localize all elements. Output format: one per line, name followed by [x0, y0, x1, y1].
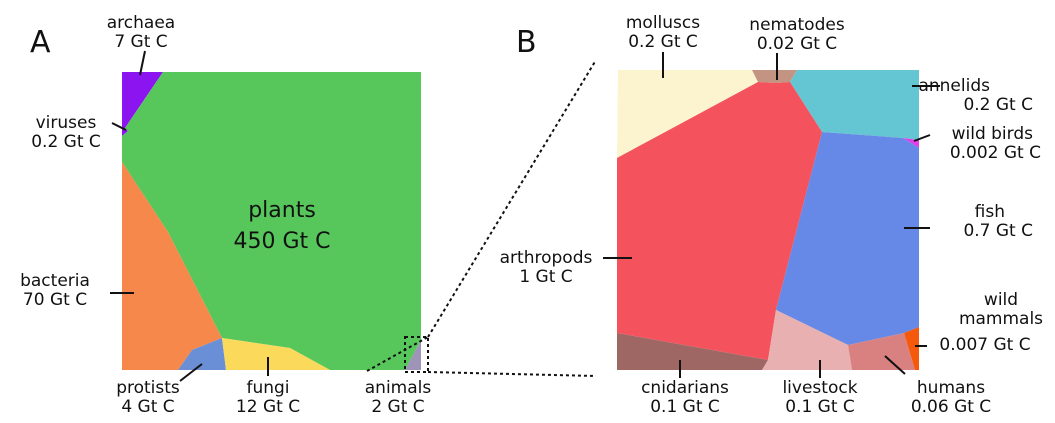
wild-mammals-value-label: 0.007 Gt C: [939, 335, 1030, 355]
fish-value-label: 0.7 Gt C: [963, 221, 1033, 241]
archaea-name-label: archaea: [107, 13, 175, 33]
panel-a-letter: A: [30, 25, 51, 60]
animals-name-label: animals: [365, 378, 432, 398]
molluscs-name-label: molluscs: [626, 13, 700, 33]
animals-zoom-box: [404, 336, 429, 373]
livestock-value-label: 0.1 Gt C: [785, 397, 855, 417]
arthropods-name-label: arthropods: [500, 248, 593, 268]
animals-value-label: 2 Gt C: [371, 397, 424, 417]
humans-leader: [884, 355, 906, 375]
region-archaea: [122, 72, 163, 130]
panel-b-treemap: [617, 70, 919, 370]
wild-birds-name-label: wild birds: [952, 124, 1034, 144]
region-plants: [122, 72, 421, 370]
annelids-value-label: 0.2 Gt C: [963, 95, 1033, 115]
arthropods-value-label: 1 Gt C: [519, 267, 572, 287]
region-humans: [848, 333, 915, 370]
region-cnidarians: [617, 333, 768, 370]
molluscs-value-label: 0.2 Gt C: [628, 32, 698, 52]
annelids-name-label: annelids: [918, 76, 990, 96]
region-protists: [178, 338, 226, 370]
cnidarians-value-label: 0.1 Gt C: [650, 397, 720, 417]
protists-leader: [179, 363, 203, 382]
zoom-connector-bottom: [427, 371, 597, 377]
viruses-leader: [111, 122, 127, 131]
wild-birds-value-label: 0.002 Gt C: [950, 143, 1041, 163]
region-animals: [405, 340, 421, 370]
wild-birds-leader: [913, 134, 931, 142]
region-viruses: [122, 128, 128, 136]
panel-b-letter: B: [516, 25, 537, 60]
fish-name-label: fish: [975, 202, 1005, 222]
cnidarians-name-label: cnidarians: [641, 378, 729, 398]
zoom-connector-top: [427, 59, 597, 338]
wild-mammals-name-label: wild mammals: [959, 290, 1043, 329]
region-nematodes: [752, 70, 797, 83]
viruses-value-label: 0.2 Gt C: [31, 132, 101, 152]
protists-value-label: 4 Gt C: [121, 397, 174, 417]
nematodes-name-label: nematodes: [749, 15, 845, 35]
panel-a-treemap: [122, 72, 421, 370]
humans-value-label: 0.06 Gt C: [911, 397, 991, 417]
bacteria-value-label: 70 Gt C: [23, 290, 87, 310]
nematodes-value-label: 0.02 Gt C: [757, 34, 837, 54]
region-wild-mammals: [904, 327, 919, 370]
fungi-name-label: fungi: [246, 378, 289, 398]
region-fungi: [222, 338, 330, 370]
livestock-name-label: livestock: [782, 378, 857, 398]
humans-name-label: humans: [917, 378, 985, 398]
archaea-leader: [139, 50, 146, 76]
region-molluscs: [617, 70, 758, 158]
region-arthropods: [617, 82, 822, 360]
region-annelids: [790, 70, 919, 140]
region-livestock: [762, 310, 852, 370]
region-bacteria: [122, 162, 222, 370]
protists-name-label: protists: [116, 378, 180, 398]
viruses-name-label: viruses: [36, 113, 97, 133]
fungi-value-label: 12 Gt C: [236, 397, 300, 417]
plants-value-label: 450 Gt C: [233, 229, 330, 254]
plants-name-label: plants: [248, 198, 316, 223]
region-fish: [776, 132, 919, 345]
archaea-value-label: 7 Gt C: [114, 32, 167, 52]
bacteria-name-label: bacteria: [20, 271, 90, 291]
